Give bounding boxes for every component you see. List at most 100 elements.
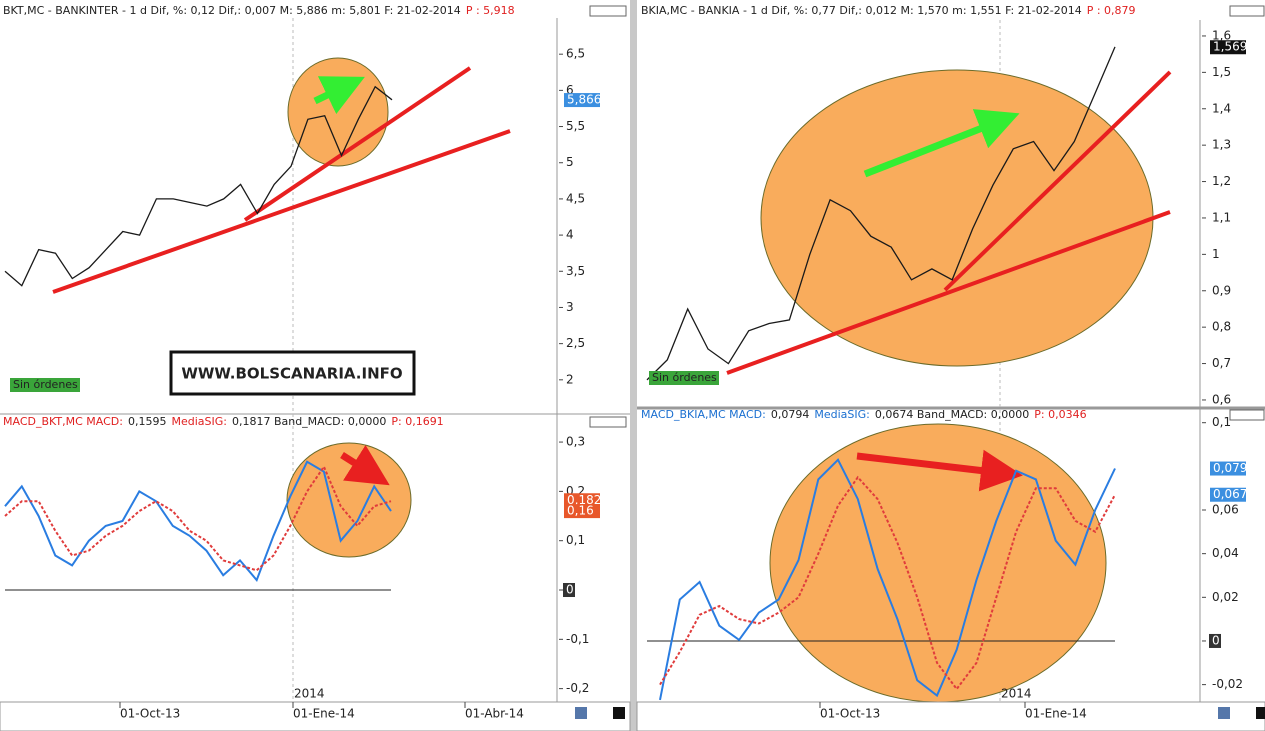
y-tick-label: 4,5 xyxy=(566,191,585,205)
header-part: 0,0674 Band_MACD: 0,0000 xyxy=(875,408,1029,421)
panel-divider xyxy=(630,0,637,731)
save-icon[interactable] xyxy=(575,707,587,719)
save-icon[interactable] xyxy=(1218,707,1230,719)
data-line xyxy=(4,85,393,287)
y-tick-label: 0 xyxy=(1212,633,1220,647)
data-line xyxy=(4,460,392,583)
date-label: 01-Ene-14 xyxy=(293,707,355,721)
status-badge xyxy=(10,378,80,392)
header-part: MediaSIG: xyxy=(171,415,227,428)
y-tick-label: 2,5 xyxy=(566,336,585,350)
y-tick-label: 1 xyxy=(1212,247,1220,261)
color-icon[interactable] xyxy=(1256,707,1265,719)
window-button[interactable] xyxy=(589,5,627,17)
y-tick-label: -0,2 xyxy=(566,681,589,695)
header-part: P: 0,0346 xyxy=(1034,408,1086,421)
y-tick-label: 0,04 xyxy=(1212,546,1239,560)
value-tag-label: 1,569 xyxy=(1213,40,1247,54)
y-tick-label: 1,4 xyxy=(1212,101,1231,115)
y-tick-label: 5 xyxy=(566,155,574,169)
arrow xyxy=(856,449,1023,492)
value-tag xyxy=(1210,461,1246,476)
color-icon[interactable] xyxy=(613,707,625,719)
header-part: MediaSIG: xyxy=(814,408,870,421)
y-tick-label: 2 xyxy=(566,372,574,386)
date-label: 01-Oct-13 xyxy=(820,707,880,721)
y-tick-label: 6,5 xyxy=(566,47,585,61)
y-tick-label: 3 xyxy=(566,300,574,314)
header-part: P: 0,1691 xyxy=(391,415,443,428)
watermark: WWW.BOLSCANARIA.INFO xyxy=(181,365,402,383)
y-tick-label: 0,8 xyxy=(1212,320,1231,334)
y-tick-label: 0,9 xyxy=(1212,283,1231,297)
value-tag-label: 0,182 xyxy=(567,493,601,507)
zero-box xyxy=(1209,633,1221,648)
value-tag-label: 5,866 xyxy=(567,93,601,107)
y-tick-label: 0,1 xyxy=(566,533,585,547)
highlight-circle xyxy=(760,69,1154,367)
y-tick-label: 0,6 xyxy=(1212,392,1231,406)
value-tag xyxy=(1210,487,1246,502)
value-tag-label: 0,067 xyxy=(1213,487,1247,501)
watermark-box xyxy=(169,350,416,396)
data-line xyxy=(659,458,1116,701)
trend-line xyxy=(943,70,1172,292)
y-tick-label: 0,1 xyxy=(1212,415,1231,429)
value-tag xyxy=(564,493,600,508)
value-tag xyxy=(564,93,600,108)
status-label: Sin órdenes xyxy=(13,378,78,391)
pane-header: BKT,MC - BANKINTER - 1 d Dif, %: 0,12 Di… xyxy=(3,4,515,17)
status-badge xyxy=(649,371,719,385)
header-part: P : 0,879 xyxy=(1087,4,1136,17)
header-part: 0,0794 xyxy=(771,408,810,421)
data-line xyxy=(659,475,1116,691)
status-label: Sin órdenes xyxy=(652,371,717,384)
y-tick-label: 0,7 xyxy=(1212,356,1231,370)
y-tick-label: 1,5 xyxy=(1212,65,1231,79)
date-axis xyxy=(636,701,1265,731)
y-tick-label: 1,6 xyxy=(1212,28,1231,42)
arrow xyxy=(340,445,390,486)
toolbar[interactable] xyxy=(575,707,1265,719)
header-part: BKT,MC - BANKINTER - 1 d Dif, %: 0,12 Di… xyxy=(3,4,461,17)
y-tick-label: 0,06 xyxy=(1212,503,1239,517)
window-button[interactable] xyxy=(1229,5,1265,17)
arrow xyxy=(313,76,365,115)
arrow xyxy=(863,109,1020,178)
y-tick-label: 0 xyxy=(566,583,574,597)
year-label: 2014 xyxy=(294,687,325,701)
header-part: MACD_BKIA,MC MACD: xyxy=(641,408,766,421)
y-tick-label: 1,2 xyxy=(1212,174,1231,188)
data-line xyxy=(4,464,392,572)
header-part: P : 5,918 xyxy=(466,4,515,17)
y-tick-label: 4 xyxy=(566,228,574,242)
value-tag-label: 0,16 xyxy=(567,504,594,518)
value-tag-label: 0,079 xyxy=(1213,461,1247,475)
window-buttons[interactable] xyxy=(589,5,1265,428)
y-tick-label: 0,02 xyxy=(1212,590,1239,604)
y-tick-label: -0,02 xyxy=(1212,677,1243,691)
y-tick-label: 1,3 xyxy=(1212,138,1231,152)
date-label: 01-Abr-14 xyxy=(465,707,524,721)
trend-line xyxy=(243,66,472,222)
date-axis xyxy=(0,701,631,731)
y-tick-label: -0,1 xyxy=(566,632,589,646)
y-tick-label: 1,1 xyxy=(1212,210,1231,224)
pane-header: MACD_BKT,MC MACD: 0,1595 MediaSIG: 0,1817 B… xyxy=(3,415,444,428)
data-line xyxy=(646,46,1116,381)
pane-header: MACD_BKIA,MC MACD: 0,0794 MediaSIG: 0,0674 … xyxy=(641,408,1087,421)
header-part: MACD_BKT,MC MACD: xyxy=(3,415,123,428)
window-button[interactable] xyxy=(589,416,627,428)
highlight-circle xyxy=(287,57,389,167)
window-button[interactable] xyxy=(1229,409,1265,421)
y-tick-label: 6 xyxy=(566,83,574,97)
header-part: 0,1817 Band_MACD: 0,0000 xyxy=(232,415,386,428)
date-label: 01-Oct-13 xyxy=(120,707,180,721)
header-part: 0,1595 xyxy=(128,415,167,428)
value-tag xyxy=(564,504,600,519)
y-tick-label: 0,3 xyxy=(566,435,585,449)
pane-header: BKIA,MC - BANKIA - 1 d Dif, %: 0,77 Dif,… xyxy=(641,4,1136,17)
header-part: BKIA,MC - BANKIA - 1 d Dif, %: 0,77 Dif,… xyxy=(641,4,1082,17)
year-label: 2014 xyxy=(1001,687,1032,701)
y-tick-label: 5,5 xyxy=(566,119,585,133)
